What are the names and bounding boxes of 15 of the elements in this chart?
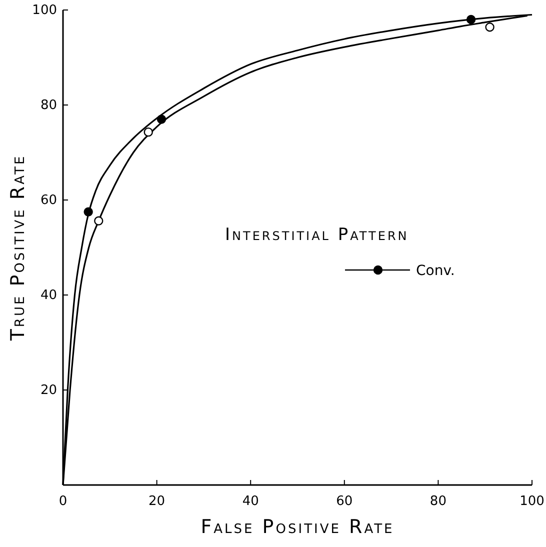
y-tick-label: 100 xyxy=(32,3,57,18)
y-tick-label: 20 xyxy=(40,383,57,398)
y-tick-label: 80 xyxy=(40,98,57,113)
x-tick-label: 20 xyxy=(148,494,166,509)
x-tick-label: 100 xyxy=(520,494,544,509)
y-tick-label: 40 xyxy=(40,288,57,303)
y-tick-label: 60 xyxy=(40,193,57,208)
x-tick-label: 0 xyxy=(58,494,68,509)
x-tick-label: 60 xyxy=(336,494,353,509)
x-axis-title: False Positive Rate xyxy=(200,516,394,538)
y-axis-title: True Positive Rate xyxy=(7,154,29,342)
legend-title: Interstitial Pattern xyxy=(225,225,409,245)
x-tick-label: 40 xyxy=(242,494,259,509)
x-tick-label: 80 xyxy=(430,494,446,509)
legend-label: Conv. xyxy=(416,263,455,279)
